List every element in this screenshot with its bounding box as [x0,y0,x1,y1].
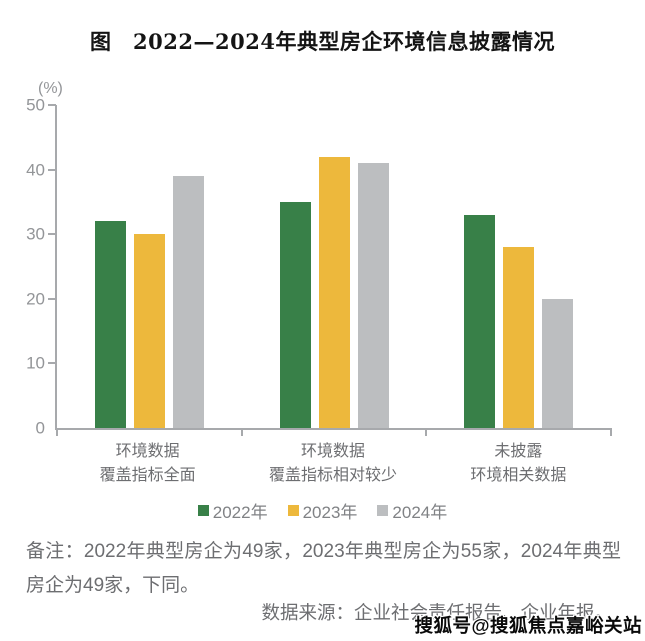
bar-group [242,105,427,428]
y-tick-label: 30 [26,224,45,244]
x-axis-labels: 环境数据 覆盖指标全面 环境数据 覆盖指标相对较少 未披露 环境相关数据 [55,440,611,488]
y-tick-mark [48,233,56,236]
legend-swatch-icon [377,505,389,516]
bar-2024年 [172,176,204,428]
x-tick-mark [610,428,612,436]
y-tick-label: 0 [35,418,45,438]
legend-swatch-icon [197,505,209,516]
y-tick-mark [48,168,56,171]
data-source: 数据来源：企业社会责任报告、企业年报。 [261,602,613,623]
legend-item: 2022年 [197,498,268,523]
y-tick-label: 20 [26,289,45,309]
bar-2023年 [503,247,535,428]
y-axis-unit-label: (%) [38,80,63,97]
x-category-label: 环境数据 覆盖指标全面 [99,443,196,484]
y-tick-mark [48,362,56,365]
bar-2023年 [318,156,350,428]
bar-2022年 [464,214,496,428]
legend-item: 2023年 [287,498,358,523]
legend-label: 2023年 [302,503,358,522]
y-tick-mark [48,297,56,300]
bar-2022年 [279,201,311,428]
legend-label: 2022年 [212,503,268,522]
bar-group [57,105,242,428]
bar-groups-container [57,105,611,428]
bar-2024年 [357,163,389,428]
x-tick-mark [240,428,243,436]
plot-area: 0 10 20 30 40 50 [26,97,612,437]
watermark: 搜狐号@搜狐焦点嘉峪关站 [414,615,642,636]
bar-2024年 [542,298,574,428]
bar-2023年 [133,234,165,428]
legend-swatch-icon [287,505,299,516]
footnote: 备注：2022年典型房企为49家，2023年典型房企为55家，2024年典型房企… [26,541,621,597]
y-tick-mark [48,104,56,106]
y-tick-label: 40 [26,160,45,180]
chart-title: 图 2022—2024年典型房企环境信息披露情况 [90,29,555,54]
legend-item: 2024年 [377,498,447,523]
bar-group [426,105,611,428]
bar-2022年 [94,221,126,428]
x-tick-mark [56,428,58,436]
x-tick-mark [425,428,428,436]
x-category-label: 未披露 环境相关数据 [470,443,567,484]
y-tick-label: 10 [26,353,45,373]
legend-label: 2024年 [392,503,448,522]
y-tick-label: 50 [26,95,45,115]
x-category-label: 环境数据 覆盖指标相对较少 [268,443,397,484]
legend: 2022年 2023年 2024年 [0,498,645,523]
